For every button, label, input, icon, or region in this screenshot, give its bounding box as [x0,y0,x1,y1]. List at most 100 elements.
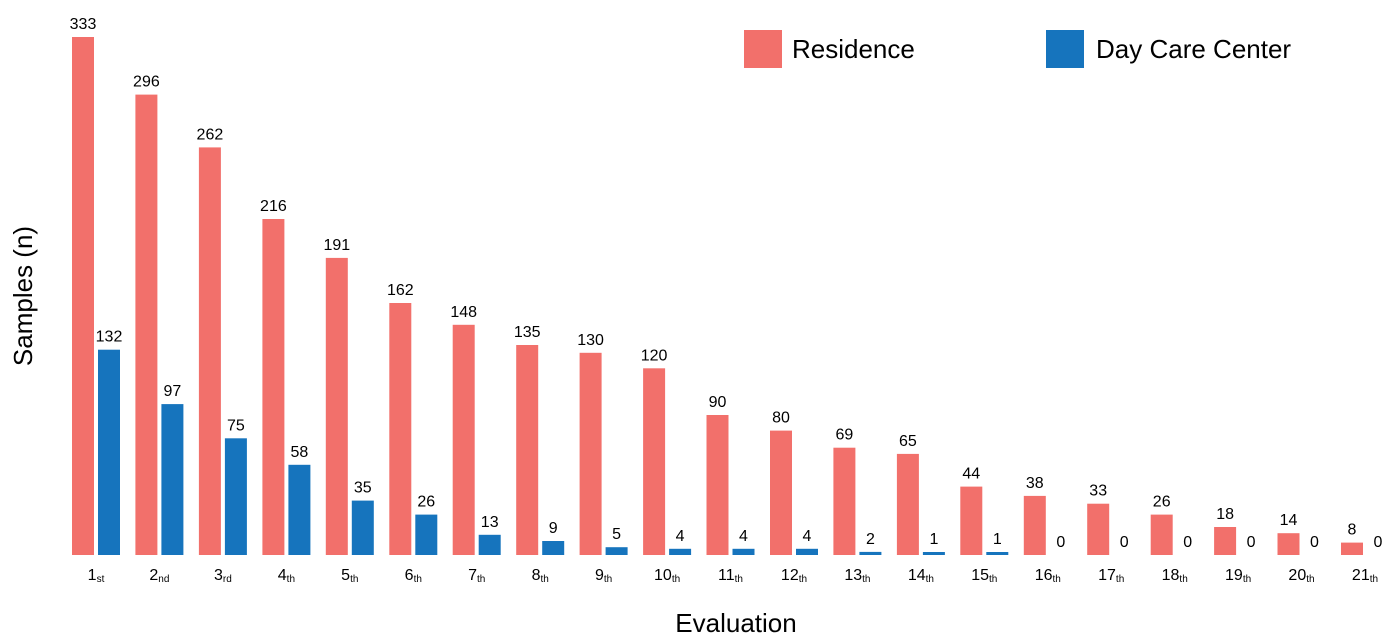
y-axis-title: Samples (n) [8,226,38,366]
value-label-day-care-center-12: 4 [803,528,812,545]
value-label-day-care-center-7: 13 [481,514,499,531]
value-label-residence-10: 120 [641,347,668,364]
bar-residence-14 [896,453,919,555]
bar-day-care-center-3 [224,438,247,555]
x-tick-label-2: 2nd [149,567,169,585]
bars-group [72,37,1363,555]
x-tick-label-10: 10th [654,567,680,585]
value-label-day-care-center-4: 58 [291,444,309,461]
value-label-residence-11: 90 [709,394,727,411]
bar-day-care-center-4 [288,464,311,555]
legend: Residence Day Care Center [744,30,1291,68]
bar-day-care-center-7 [478,534,501,555]
value-labels-group: 3331322969726275216581913516226148131359… [70,16,1383,551]
legend-swatch-residence [744,30,782,68]
value-label-residence-9: 130 [577,332,604,349]
legend-swatch-day-care-center [1046,30,1084,68]
value-label-residence-13: 69 [836,427,854,444]
value-label-residence-3: 262 [197,126,224,143]
value-label-residence-15: 44 [962,466,980,483]
bar-residence-12 [770,430,792,555]
bar-day-care-center-11 [732,548,755,555]
legend-label-day-care-center: Day Care Center [1096,34,1291,64]
bar-residence-9 [579,352,602,555]
value-label-residence-6: 162 [387,282,414,299]
bar-residence-10 [643,368,666,555]
x-tick-label-21: 21th [1352,567,1378,585]
bar-day-care-center-13 [859,551,882,555]
value-label-day-care-center-9: 5 [612,526,621,543]
value-label-residence-1: 333 [70,16,97,33]
x-tick-label-6: 6th [405,567,422,585]
bar-residence-3 [198,147,221,555]
legend-label-residence: Residence [792,34,915,64]
bar-residence-20 [1277,533,1300,555]
value-label-day-care-center-19: 0 [1247,534,1256,551]
bar-day-care-center-10 [669,548,692,555]
value-label-day-care-center-6: 26 [417,494,435,511]
bar-residence-6 [389,303,412,555]
value-label-day-care-center-20: 0 [1310,534,1319,551]
bar-day-care-center-9 [605,547,628,555]
x-tick-label-19: 19th [1225,567,1251,585]
bar-residence-5 [325,257,348,555]
value-label-residence-7: 148 [450,304,477,321]
bar-day-care-center-5 [351,500,374,555]
value-label-day-care-center-3: 75 [227,417,245,434]
x-tick-label-1: 1st [88,567,105,585]
bar-residence-1 [72,37,94,555]
bar-residence-15 [960,486,983,555]
bar-residence-11 [706,415,729,555]
x-tick-label-5: 5th [341,567,358,585]
bar-residence-17 [1087,503,1110,555]
value-label-day-care-center-13: 2 [866,531,875,548]
value-label-day-care-center-21: 0 [1374,534,1383,551]
value-label-day-care-center-10: 4 [676,528,685,545]
x-tick-label-7: 7th [468,567,485,585]
bar-residence-21 [1341,542,1363,555]
value-label-residence-18: 26 [1153,494,1171,511]
bar-residence-4 [262,219,285,555]
x-tick-label-3: 3rd [214,567,232,585]
value-label-residence-17: 33 [1089,483,1107,500]
bar-day-care-center-15 [986,552,1009,555]
value-label-residence-16: 38 [1026,475,1044,492]
value-label-day-care-center-8: 9 [549,520,558,537]
x-tick-label-16: 16th [1035,567,1061,585]
bar-day-care-center-12 [796,548,818,555]
value-label-residence-20: 14 [1280,512,1298,529]
value-label-residence-12: 80 [772,410,790,427]
value-label-residence-2: 296 [133,74,160,91]
bar-day-care-center-6 [415,514,438,555]
x-tick-label-18: 18th [1162,567,1188,585]
value-label-residence-14: 65 [899,433,917,450]
bar-day-care-center-1 [98,349,120,555]
x-tick-label-9: 9th [595,567,612,585]
bar-residence-16 [1023,495,1046,555]
bar-residence-13 [833,447,856,555]
value-label-residence-4: 216 [260,198,287,215]
value-label-day-care-center-2: 97 [164,383,182,400]
bar-residence-18 [1150,514,1173,555]
x-tick-label-15: 15th [971,567,997,585]
value-label-day-care-center-17: 0 [1120,534,1129,551]
value-label-residence-21: 8 [1348,522,1357,539]
x-tick-labels-group: 1st 2nd 3rd 4th 5th 6th 7th 8th 9th 10th 11th 12th 1… [88,567,1378,585]
value-label-residence-5: 191 [323,237,350,254]
bar-day-care-center-8 [542,541,565,555]
x-tick-label-12: 12th [781,567,807,585]
value-label-day-care-center-18: 0 [1183,534,1192,551]
x-tick-label-17: 17th [1098,567,1124,585]
x-tick-label-14: 14th [908,567,934,585]
value-label-residence-8: 135 [514,324,541,341]
bar-day-care-center-2 [161,404,184,555]
x-tick-label-11: 11th [718,567,743,585]
value-label-residence-19: 18 [1216,506,1234,523]
value-label-day-care-center-14: 1 [929,531,938,548]
x-tick-label-20: 20th [1288,567,1314,585]
value-label-day-care-center-1: 132 [96,329,123,346]
x-tick-label-13: 13th [844,567,870,585]
value-label-day-care-center-11: 4 [739,528,748,545]
bar-day-care-center-14 [922,552,945,555]
x-axis-title: Evaluation [675,608,796,634]
